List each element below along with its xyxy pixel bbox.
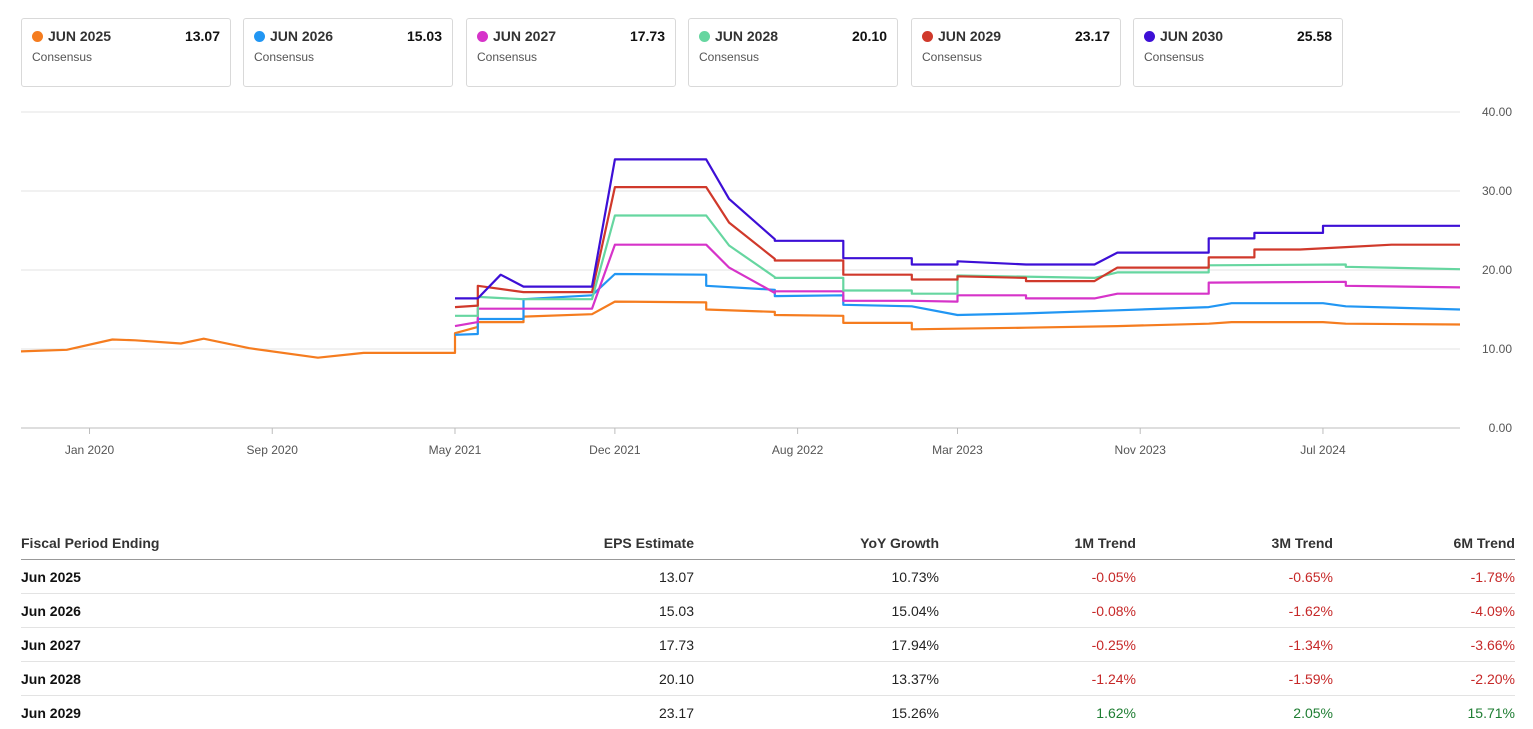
y-tick-label: 20.00 bbox=[1482, 263, 1512, 277]
table-row: Jun 2025 13.07 10.73% -0.05% -0.65% -1.7… bbox=[21, 560, 1515, 594]
cell-period: Jun 2029 bbox=[21, 696, 351, 729]
eps-line-chart: 40.00 30.00 20.00 10.00 0.00 Jan 2020 Sep 2020… bbox=[0, 95, 1533, 470]
col-header-eps[interactable]: EPS Estimate bbox=[351, 526, 694, 560]
table-header-row: Fiscal Period Ending EPS Estimate YoY Gr… bbox=[21, 526, 1515, 560]
cell-1m-trend: -0.25% bbox=[939, 628, 1136, 662]
series-card-jun-2026[interactable]: JUN 2026 15.03 Consensus bbox=[243, 18, 453, 87]
cell-eps: 17.73 bbox=[351, 628, 694, 662]
cell-period: Jun 2028 bbox=[21, 662, 351, 696]
series-card-jun-2030[interactable]: JUN 2030 25.58 Consensus bbox=[1133, 18, 1343, 87]
series-color-dot bbox=[32, 31, 43, 42]
cell-yoy: 13.37% bbox=[694, 662, 939, 696]
cell-yoy: 15.26% bbox=[694, 696, 939, 729]
series-card-value: 13.07 bbox=[185, 28, 220, 44]
cell-1m-trend: 1.62% bbox=[939, 696, 1136, 729]
series-color-dot bbox=[254, 31, 265, 42]
series-card-label: JUN 2028 bbox=[715, 28, 778, 44]
series-card-sub: Consensus bbox=[477, 50, 537, 64]
series-card-value: 17.73 bbox=[630, 28, 665, 44]
x-tick-label: Mar 2023 bbox=[932, 443, 983, 457]
x-tick-label: Jan 2020 bbox=[65, 443, 115, 457]
x-tick-label: Aug 2022 bbox=[772, 443, 824, 457]
x-tick-label: Jul 2024 bbox=[1300, 443, 1346, 457]
series-card-value: 25.58 bbox=[1297, 28, 1332, 44]
cell-period: Jun 2026 bbox=[21, 594, 351, 628]
series-card-value: 23.17 bbox=[1075, 28, 1110, 44]
cell-period: Jun 2025 bbox=[21, 560, 351, 594]
series-card-sub: Consensus bbox=[32, 50, 92, 64]
x-tick-label: May 2021 bbox=[429, 443, 482, 457]
x-tick-label: Nov 2023 bbox=[1115, 443, 1167, 457]
cell-1m-trend: -1.24% bbox=[939, 662, 1136, 696]
series-color-dot bbox=[699, 31, 710, 42]
y-tick-label: 30.00 bbox=[1482, 184, 1512, 198]
cell-eps: 20.10 bbox=[351, 662, 694, 696]
cell-1m-trend: -0.05% bbox=[939, 560, 1136, 594]
cell-1m-trend: -0.08% bbox=[939, 594, 1136, 628]
y-tick-label: 0.00 bbox=[1489, 421, 1513, 435]
col-header-period[interactable]: Fiscal Period Ending bbox=[21, 526, 351, 560]
table-row: Jun 2027 17.73 17.94% -0.25% -1.34% -3.6… bbox=[21, 628, 1515, 662]
series-card-jun-2027[interactable]: JUN 2027 17.73 Consensus bbox=[466, 18, 676, 87]
cell-3m-trend: -1.59% bbox=[1136, 662, 1333, 696]
cell-eps: 15.03 bbox=[351, 594, 694, 628]
series-card-jun-2028[interactable]: JUN 2028 20.10 Consensus bbox=[688, 18, 898, 87]
cell-period: Jun 2027 bbox=[21, 628, 351, 662]
cell-3m-trend: 2.05% bbox=[1136, 696, 1333, 729]
cell-6m-trend: -1.78% bbox=[1333, 560, 1515, 594]
col-header-1m[interactable]: 1M Trend bbox=[939, 526, 1136, 560]
series-card-sub: Consensus bbox=[922, 50, 982, 64]
y-tick-label: 10.00 bbox=[1482, 342, 1512, 356]
series-card-label: JUN 2030 bbox=[1160, 28, 1223, 44]
cell-yoy: 17.94% bbox=[694, 628, 939, 662]
series-card-label: JUN 2027 bbox=[493, 28, 556, 44]
series-card-value: 20.10 bbox=[852, 28, 887, 44]
series-card-sub: Consensus bbox=[1144, 50, 1204, 64]
col-header-yoy[interactable]: YoY Growth bbox=[694, 526, 939, 560]
series-color-dot bbox=[922, 31, 933, 42]
cell-yoy: 15.04% bbox=[694, 594, 939, 628]
series-card-value: 15.03 bbox=[407, 28, 442, 44]
series-card-label: JUN 2025 bbox=[48, 28, 111, 44]
y-tick-label: 40.00 bbox=[1482, 105, 1512, 119]
series-color-dot bbox=[477, 31, 488, 42]
cell-6m-trend: -2.20% bbox=[1333, 662, 1515, 696]
table-row: Jun 2028 20.10 13.37% -1.24% -1.59% -2.2… bbox=[21, 662, 1515, 696]
table-row: Jun 2029 23.17 15.26% 1.62% 2.05% 15.71% bbox=[21, 696, 1515, 729]
series-card-jun-2025[interactable]: JUN 2025 13.07 Consensus bbox=[21, 18, 231, 87]
cell-eps: 23.17 bbox=[351, 696, 694, 729]
series-card-sub: Consensus bbox=[699, 50, 759, 64]
series-color-dot bbox=[1144, 31, 1155, 42]
cell-3m-trend: -1.62% bbox=[1136, 594, 1333, 628]
col-header-6m[interactable]: 6M Trend bbox=[1333, 526, 1515, 560]
cell-yoy: 10.73% bbox=[694, 560, 939, 594]
col-header-3m[interactable]: 3M Trend bbox=[1136, 526, 1333, 560]
x-tick-label: Sep 2020 bbox=[247, 443, 299, 457]
table-row: Jun 2026 15.03 15.04% -0.08% -1.62% -4.0… bbox=[21, 594, 1515, 628]
cell-6m-trend: -4.09% bbox=[1333, 594, 1515, 628]
series-card-label: JUN 2026 bbox=[270, 28, 333, 44]
series-card-sub: Consensus bbox=[254, 50, 314, 64]
cell-6m-trend: -3.66% bbox=[1333, 628, 1515, 662]
cell-6m-trend: 15.71% bbox=[1333, 696, 1515, 729]
cell-3m-trend: -1.34% bbox=[1136, 628, 1333, 662]
series-card-jun-2029[interactable]: JUN 2029 23.17 Consensus bbox=[911, 18, 1121, 87]
cell-eps: 13.07 bbox=[351, 560, 694, 594]
series-card-label: JUN 2029 bbox=[938, 28, 1001, 44]
eps-estimates-table: Fiscal Period Ending EPS Estimate YoY Gr… bbox=[21, 526, 1515, 729]
x-tick-label: Dec 2021 bbox=[589, 443, 641, 457]
cell-3m-trend: -0.65% bbox=[1136, 560, 1333, 594]
